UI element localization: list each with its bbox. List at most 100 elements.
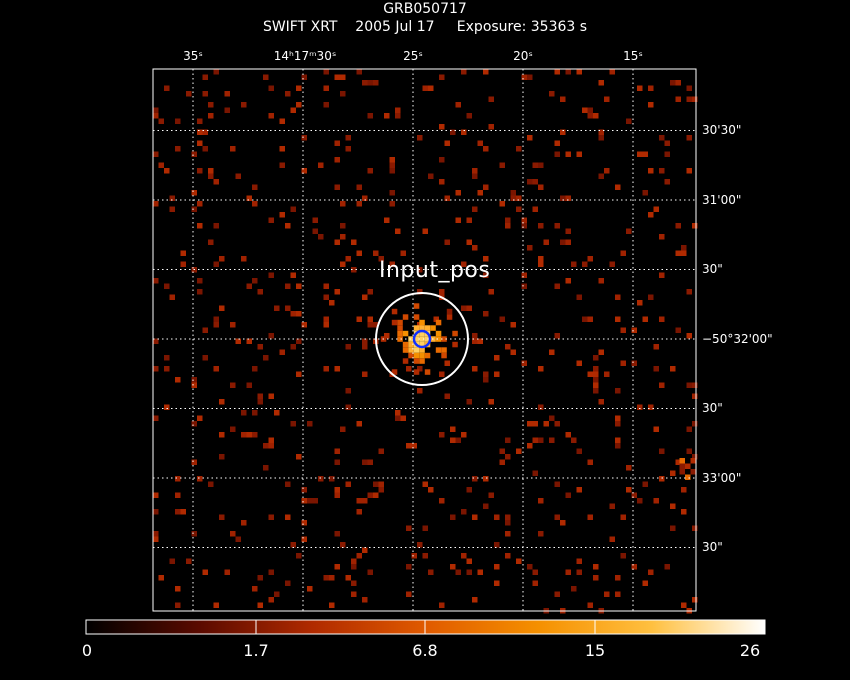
count-pixel <box>378 256 384 262</box>
count-pixel <box>505 553 511 559</box>
input-position-circle <box>412 329 432 349</box>
count-pixel <box>323 575 329 581</box>
count-pixel <box>631 327 637 333</box>
ra-tick-label: 14ʰ17ᵐ30ˢ <box>273 49 337 63</box>
count-pixel <box>679 458 685 464</box>
count-pixel <box>334 140 340 146</box>
count-pixel <box>444 239 450 245</box>
count-pixel <box>400 250 406 256</box>
count-pixel <box>455 569 461 575</box>
count-pixel <box>499 162 505 168</box>
count-pixel <box>543 239 549 245</box>
count-pixel <box>208 173 214 179</box>
count-pixel <box>362 597 368 603</box>
count-pixel <box>510 349 516 355</box>
count-pixel <box>439 179 445 185</box>
count-pixel <box>296 553 302 559</box>
count-pixel <box>362 459 368 465</box>
count-pixel <box>252 366 258 372</box>
count-pixel <box>169 195 175 201</box>
count-pixel <box>441 352 447 359</box>
count-pixel <box>391 308 398 315</box>
count-pixel <box>417 542 423 548</box>
count-pixel <box>279 349 285 355</box>
count-pixel <box>593 564 599 570</box>
count-pixel <box>587 316 593 322</box>
count-pixel <box>334 289 340 295</box>
count-pixel <box>659 234 665 240</box>
count-pixel <box>395 107 401 113</box>
count-pixel <box>307 421 313 427</box>
count-pixel <box>675 327 681 333</box>
count-pixel <box>659 272 665 278</box>
count-pixel <box>439 124 445 130</box>
count-pixel <box>593 575 599 581</box>
count-pixel <box>516 448 522 454</box>
count-pixel <box>175 509 181 515</box>
count-pixel <box>439 371 445 377</box>
count-pixel <box>384 113 390 119</box>
count-pixel <box>494 542 500 548</box>
count-pixel <box>565 195 571 201</box>
count-pixel <box>571 586 577 592</box>
count-pixel <box>208 168 214 174</box>
count-pixel <box>419 341 425 348</box>
count-pixel <box>549 415 555 421</box>
count-pixel <box>609 536 615 542</box>
count-pixel <box>312 498 318 504</box>
count-pixel <box>653 366 659 372</box>
count-pixel <box>263 74 269 80</box>
count-pixel <box>191 151 197 157</box>
count-pixel <box>422 85 428 91</box>
count-pixel <box>620 327 626 333</box>
count-pixel <box>472 206 478 212</box>
count-pixel <box>406 564 412 570</box>
count-pixel <box>180 261 186 267</box>
count-pixel <box>197 201 203 207</box>
count-pixel <box>290 344 296 350</box>
count-pixel <box>362 371 368 377</box>
count-pixel <box>587 514 593 520</box>
count-pixel <box>560 96 566 102</box>
count-pixel <box>175 476 181 482</box>
count-pixel <box>428 173 434 179</box>
count-pixel <box>571 437 577 443</box>
count-pixel <box>389 261 395 267</box>
count-pixel <box>439 289 445 295</box>
count-pixel <box>367 569 373 575</box>
count-pixel <box>367 80 373 86</box>
count-pixel <box>494 564 500 570</box>
count-pixel <box>334 74 340 80</box>
count-pixel <box>351 564 357 570</box>
count-pixel <box>268 272 274 278</box>
count-pixel <box>472 245 478 251</box>
count-pixel <box>582 316 588 322</box>
count-pixel <box>340 261 346 267</box>
count-pixel <box>402 347 409 353</box>
count-pixel <box>444 140 450 146</box>
count-pixel <box>417 289 423 295</box>
count-pixel <box>230 146 236 152</box>
count-pixel <box>197 118 203 124</box>
count-pixel <box>241 410 247 416</box>
count-pixel <box>373 322 379 328</box>
count-pixel <box>538 531 544 537</box>
dec-tick-label: 33'00" <box>702 471 742 485</box>
count-pixel <box>461 432 467 438</box>
count-pixel <box>340 234 346 240</box>
count-pixel <box>158 162 164 168</box>
count-pixel <box>402 314 409 320</box>
count-pixel <box>334 239 340 245</box>
count-pixel <box>351 267 357 273</box>
count-pixel <box>378 481 384 487</box>
count-pixel <box>301 168 307 174</box>
count-pixel <box>323 85 329 91</box>
count-pixel <box>626 228 632 234</box>
count-pixel <box>197 415 203 421</box>
count-pixel <box>397 330 403 337</box>
count-pixel <box>395 228 401 234</box>
count-pixel <box>450 426 456 432</box>
count-pixel <box>397 336 403 342</box>
count-pixel <box>406 591 412 597</box>
count-pixel <box>499 201 505 207</box>
